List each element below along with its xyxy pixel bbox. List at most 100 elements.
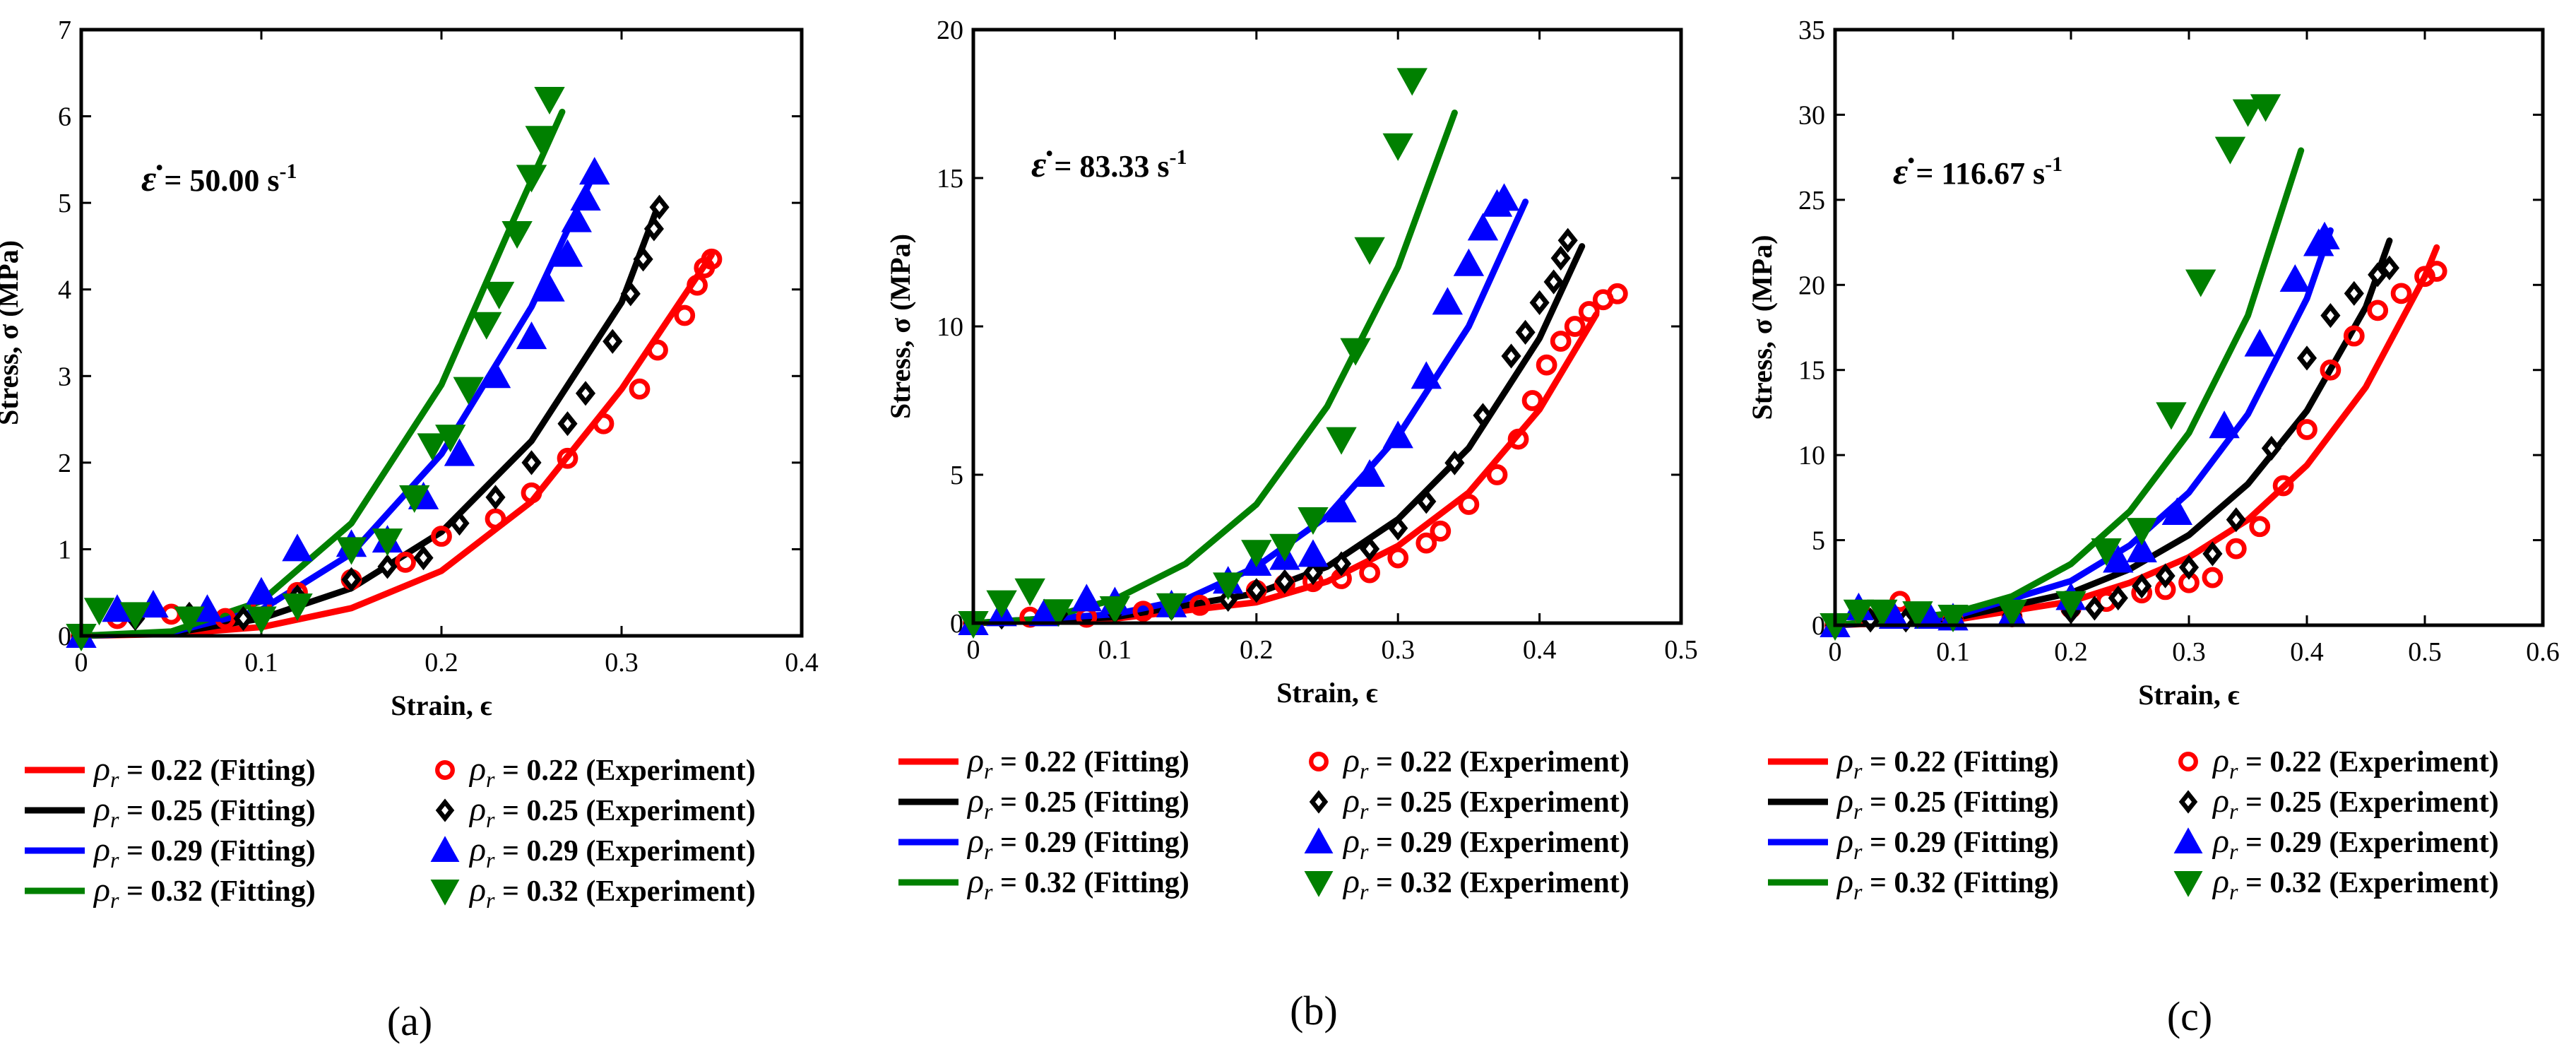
legend-exp-text: = 0.29 (Experiment) bbox=[2238, 827, 2499, 859]
legend-rho: ρ bbox=[1342, 782, 1360, 820]
y-axis-title: Stress, σ (MPa) bbox=[1746, 235, 1778, 420]
data-point bbox=[2320, 359, 2341, 381]
x-tick-label: 0.4 bbox=[1523, 635, 1557, 665]
data-point bbox=[2055, 591, 2087, 619]
y-tick-label: 4 bbox=[58, 276, 71, 305]
data-point-hole bbox=[1557, 253, 1565, 264]
data-point bbox=[501, 221, 533, 249]
data-point bbox=[2126, 518, 2157, 546]
legend-fit-label: ρr = 0.22 (Fitting) bbox=[93, 750, 316, 792]
data-point bbox=[2272, 475, 2294, 497]
legend-fit-label: ρr = 0.25 (Fitting) bbox=[966, 782, 1189, 824]
data-point bbox=[986, 590, 1017, 618]
legend-rho: ρ bbox=[2212, 863, 2229, 900]
legend-exp-marker bbox=[430, 880, 460, 906]
x-tick-label: 0 bbox=[967, 635, 980, 665]
data-point-hole bbox=[564, 418, 571, 429]
legend-rho: ρ bbox=[1342, 742, 1360, 779]
data-point bbox=[1411, 361, 1442, 389]
experiment-series-4 bbox=[1820, 94, 2281, 641]
x-tick-label: 0.1 bbox=[1936, 637, 1970, 667]
data-point bbox=[1521, 390, 1543, 411]
plot-frame bbox=[79, 28, 804, 638]
legend-fit-label: ρr = 0.25 (Fitting) bbox=[93, 791, 316, 832]
data-point-hole bbox=[1337, 559, 1346, 569]
data-point bbox=[1467, 213, 1499, 241]
legend-exp-marker bbox=[2178, 752, 2198, 771]
data-point-hole bbox=[2327, 310, 2334, 321]
y-tick-label: 5 bbox=[950, 461, 963, 490]
data-point bbox=[1564, 316, 1586, 337]
data-point bbox=[399, 485, 430, 513]
legend-fit-label: ρr = 0.22 (Fitting) bbox=[1836, 742, 2059, 783]
legend-fit-text: = 0.25 (Fitting) bbox=[119, 795, 316, 827]
legend-rho-sub: r bbox=[110, 807, 119, 832]
data-point-hole bbox=[2373, 270, 2382, 280]
y-tick-label: 1 bbox=[58, 535, 71, 564]
y-tick-label: 0 bbox=[58, 622, 71, 651]
data-point bbox=[1156, 593, 1187, 621]
x-tick-label: 0 bbox=[1829, 637, 1842, 667]
legend-exp-label: ρr = 0.29 (Experiment) bbox=[468, 831, 756, 872]
y-tick-label: 0 bbox=[950, 609, 963, 639]
data-point bbox=[2161, 497, 2192, 526]
legend-exp-text: = 0.22 (Experiment) bbox=[2238, 746, 2499, 779]
legend-exp-text: = 0.29 (Experiment) bbox=[495, 835, 756, 868]
data-point-hole bbox=[1394, 523, 1402, 533]
x-tick-label: 0.5 bbox=[1664, 635, 1698, 665]
data-point bbox=[483, 281, 515, 309]
fit-curve-2 bbox=[970, 243, 1586, 627]
y-tick-label: 6 bbox=[58, 102, 71, 132]
fit-curve-4 bbox=[78, 108, 566, 639]
legend-exp-label: ρr = 0.25 (Experiment) bbox=[468, 791, 756, 832]
y-tick-label: 15 bbox=[937, 164, 963, 194]
data-point bbox=[1902, 601, 1933, 629]
data-point bbox=[2279, 264, 2310, 292]
data-point bbox=[395, 551, 416, 573]
experiment-series-4 bbox=[958, 68, 1428, 639]
legend-exp-marker bbox=[2173, 827, 2203, 853]
data-point-hole bbox=[639, 254, 647, 264]
legend-exp-label: ρr = 0.29 (Experiment) bbox=[1342, 822, 1630, 864]
data-point bbox=[593, 413, 615, 434]
data-point-hole bbox=[581, 389, 590, 398]
legend-fit-text: = 0.29 (Fitting) bbox=[993, 827, 1189, 859]
strain-rate-exponent: -1 bbox=[1170, 146, 1187, 169]
x-tick-label: 0.5 bbox=[2408, 637, 2442, 667]
data-point bbox=[1241, 540, 1272, 568]
legend-rho-sub: r bbox=[1360, 879, 1369, 904]
legend-exp-text: = 0.29 (Experiment) bbox=[1369, 827, 1630, 859]
data-point-hole bbox=[2350, 288, 2358, 299]
legend-rho: ρ bbox=[93, 871, 110, 909]
data-point-hole bbox=[239, 613, 247, 624]
legend-fit-label: ρr = 0.29 (Fitting) bbox=[1836, 822, 2059, 864]
data-point bbox=[570, 182, 601, 211]
legend-exp-label: ρr = 0.29 (Experiment) bbox=[2212, 822, 2499, 864]
legend-fit-label: ρr = 0.25 (Fitting) bbox=[1836, 782, 2059, 824]
data-point-hole bbox=[2209, 549, 2216, 559]
data-point bbox=[83, 598, 115, 626]
data-point bbox=[480, 360, 511, 389]
legend-exp-label: ρr = 0.32 (Experiment) bbox=[468, 871, 756, 913]
data-point bbox=[2185, 269, 2216, 297]
strain-rate-value: = 116.67 s bbox=[1908, 156, 2045, 191]
y-tick-label: 3 bbox=[58, 362, 71, 391]
legend-rho-sub: r bbox=[984, 839, 993, 864]
legend-exp-label: ρr = 0.32 (Experiment) bbox=[1342, 863, 1630, 904]
data-point-hole bbox=[348, 574, 355, 585]
data-point-hole bbox=[1536, 297, 1543, 308]
legend-exp-marker bbox=[1309, 752, 1329, 771]
data-point bbox=[1189, 594, 1211, 616]
legend-fit-label: ρr = 0.29 (Fitting) bbox=[93, 831, 316, 872]
data-point bbox=[1326, 495, 1357, 523]
y-tick-label: 0 bbox=[1812, 611, 1825, 641]
legend-rho-sub: r bbox=[1360, 839, 1369, 864]
y-tick-label: 2 bbox=[58, 449, 71, 478]
data-point bbox=[174, 606, 205, 634]
legend-rho-sub: r bbox=[984, 798, 993, 824]
legend-exp-marker bbox=[2173, 871, 2203, 897]
legend-fit-label: ρr = 0.29 (Fitting) bbox=[966, 822, 1189, 864]
data-point bbox=[2249, 516, 2271, 538]
x-tick-label: 0.6 bbox=[2526, 637, 2560, 667]
